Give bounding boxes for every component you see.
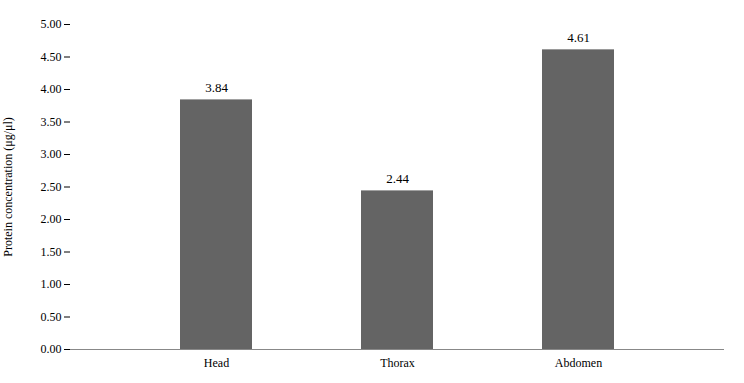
svg-text:Protein concentration (μg/μl): Protein concentration (μg/μl)	[1, 117, 15, 257]
svg-text:4.61: 4.61	[567, 30, 590, 45]
svg-text:Head: Head	[204, 356, 229, 370]
svg-text:0.50: 0.50	[41, 310, 62, 324]
svg-text:0.00: 0.00	[41, 342, 62, 356]
svg-text:1.00: 1.00	[41, 277, 62, 291]
svg-text:2.44: 2.44	[386, 171, 409, 186]
svg-text:5.00: 5.00	[41, 17, 62, 31]
svg-text:Abdomen: Abdomen	[555, 356, 602, 370]
svg-text:1.50: 1.50	[41, 245, 62, 259]
svg-text:4.00: 4.00	[41, 82, 62, 96]
svg-text:3.00: 3.00	[41, 147, 62, 161]
svg-text:2.00: 2.00	[41, 212, 62, 226]
svg-text:2.50: 2.50	[41, 180, 62, 194]
svg-text:4.50: 4.50	[41, 50, 62, 64]
svg-text:Thorax: Thorax	[380, 356, 415, 370]
svg-text:3.50: 3.50	[41, 115, 62, 129]
svg-text:3.84: 3.84	[205, 80, 228, 95]
